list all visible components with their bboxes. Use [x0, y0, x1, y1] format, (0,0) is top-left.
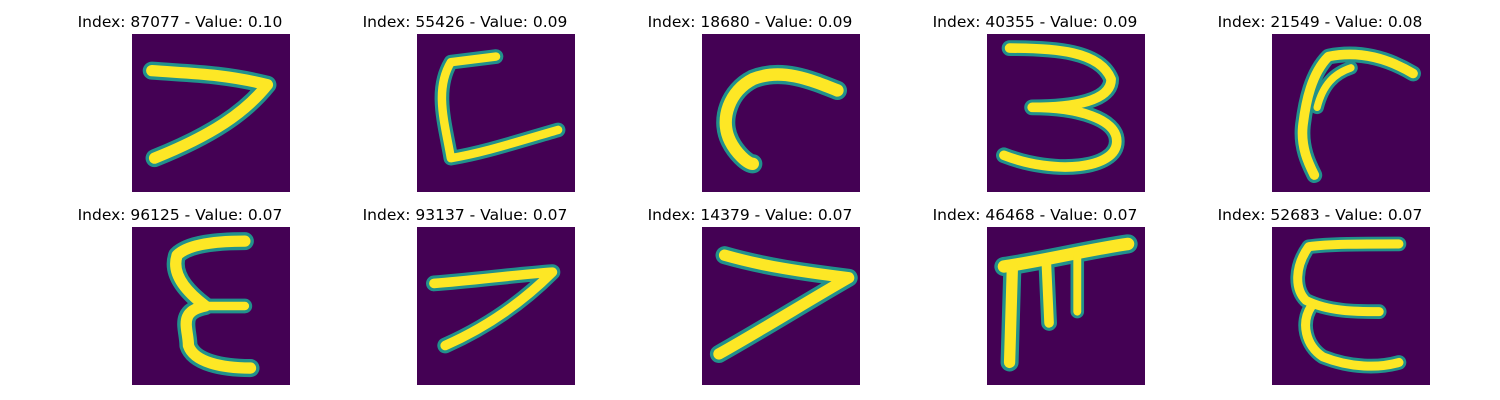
panel-title: Index: 96125 - Value: 0.07: [77, 206, 283, 224]
panel-title: Index: 52683 - Value: 0.07: [1217, 206, 1423, 224]
digit-image: [417, 227, 575, 385]
panel-title: Index: 14379 - Value: 0.07: [647, 206, 853, 224]
panel-title: Index: 18680 - Value: 0.09: [647, 13, 853, 31]
panel-title: Index: 21549 - Value: 0.08: [1217, 13, 1423, 31]
digit-image: [132, 227, 290, 385]
panel-title: Index: 46468 - Value: 0.07: [932, 206, 1138, 224]
panel-title: Index: 87077 - Value: 0.10: [77, 13, 283, 31]
digit-image: [1272, 34, 1430, 192]
digit-image: [987, 227, 1145, 385]
digit-image: [417, 34, 575, 192]
digit-image: [702, 34, 860, 192]
digit-image: [1272, 227, 1430, 385]
panel-title: Index: 55426 - Value: 0.09: [362, 13, 568, 31]
panel-title: Index: 40355 - Value: 0.09: [932, 13, 1138, 31]
digit-image: [702, 227, 860, 385]
digit-image: [132, 34, 290, 192]
digit-image: [987, 34, 1145, 192]
panel-title: Index: 93137 - Value: 0.07: [362, 206, 568, 224]
